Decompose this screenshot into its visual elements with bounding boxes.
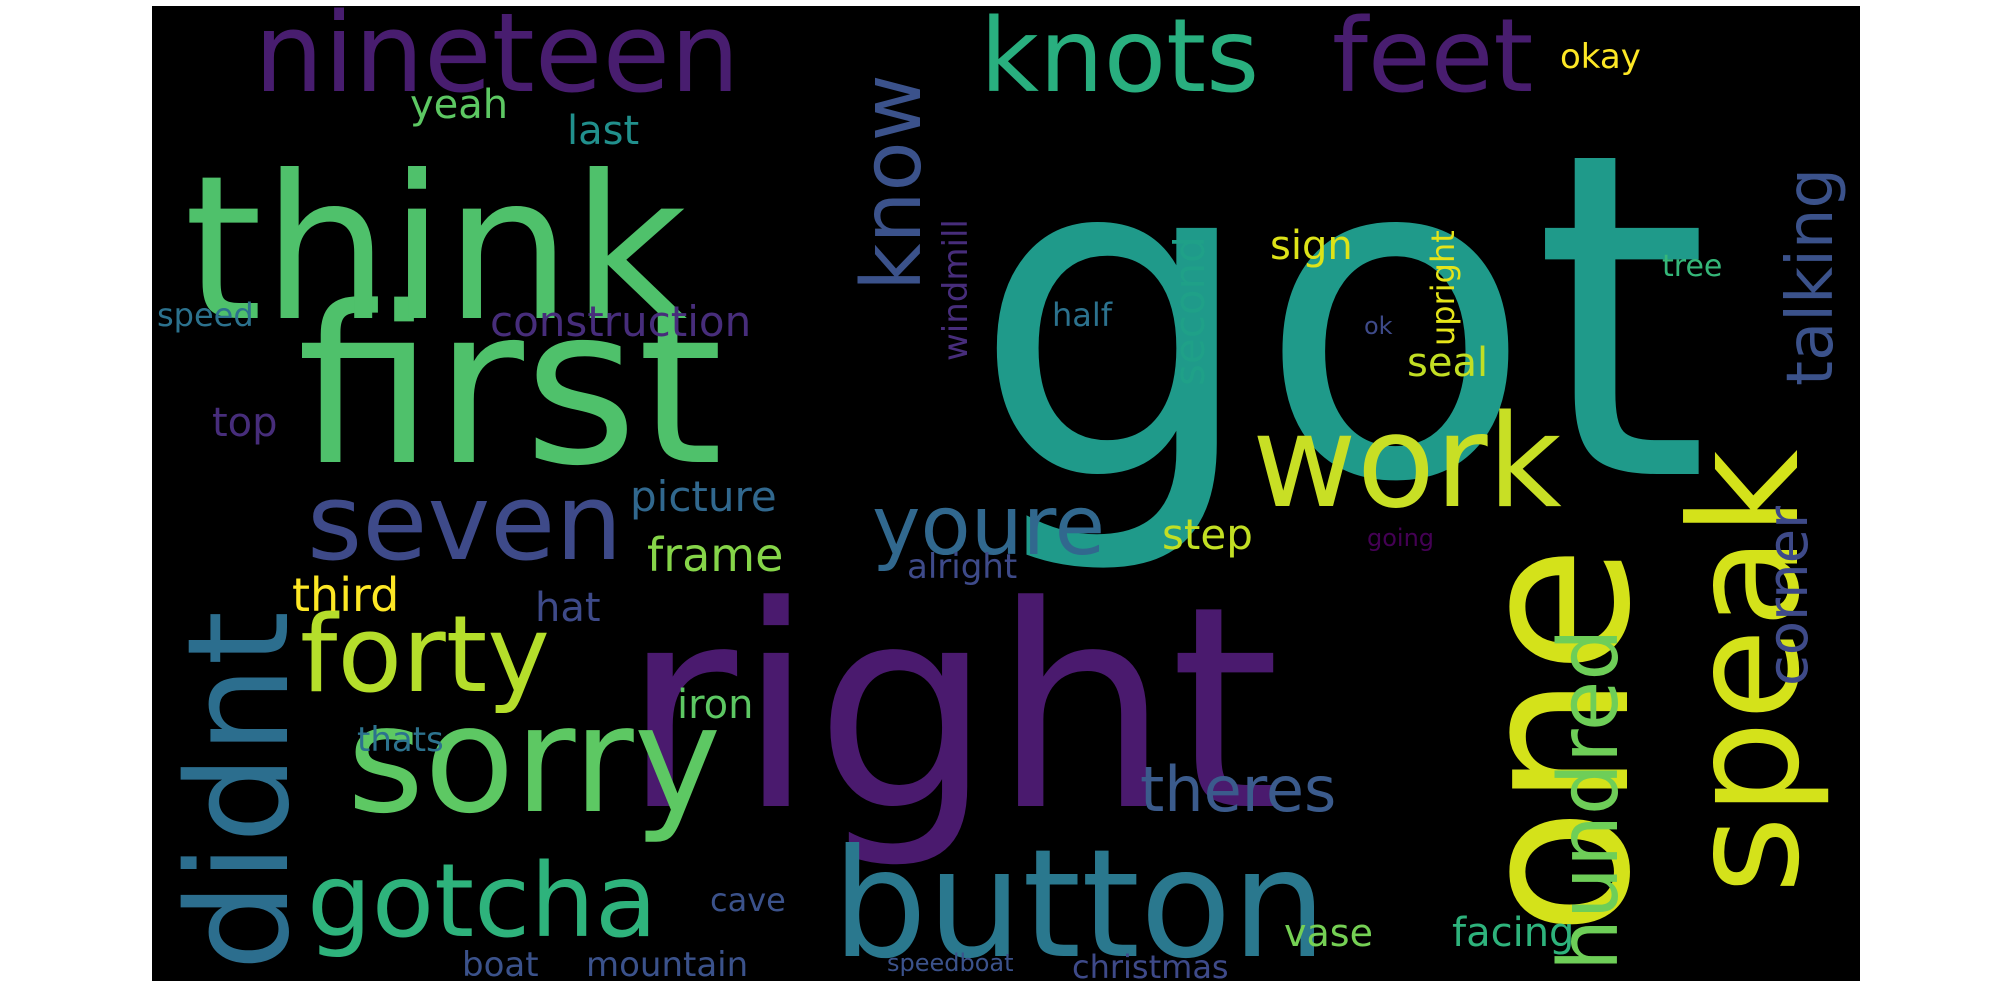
word-vase: vase	[1284, 911, 1373, 955]
word-yeah: yeah	[410, 82, 508, 128]
word-right: right	[622, 547, 1280, 873]
word-tree: tree	[1662, 249, 1722, 284]
word-windmill: windmill	[936, 219, 976, 361]
word-corner: corner	[1756, 505, 1821, 686]
word-facing: facing	[1452, 910, 1574, 956]
word-knots: knots	[980, 6, 1259, 116]
word-forty: forty	[300, 593, 550, 716]
word-theres: theres	[1140, 753, 1336, 826]
word-construction: construction	[490, 297, 751, 346]
word-thats: thats	[357, 720, 444, 760]
word-hat: hat	[535, 585, 601, 631]
word-going: going	[1367, 524, 1434, 552]
word-ok: ok	[1364, 312, 1393, 340]
word-cloud: got right first think one button sorry s…	[152, 6, 1860, 981]
word-sign: sign	[1270, 223, 1353, 269]
word-youre: youre	[872, 479, 1105, 574]
word-seal: seal	[1407, 340, 1488, 386]
word-cave: cave	[710, 881, 786, 919]
word-seven: seven	[307, 461, 623, 584]
word-christmas: christmas	[1072, 948, 1229, 981]
word-upright: upright	[1424, 230, 1462, 346]
word-think: think	[184, 133, 688, 366]
word-work: work	[1252, 388, 1562, 537]
word-picture: picture	[630, 472, 777, 521]
word-first: first	[297, 261, 723, 514]
word-second: second	[1165, 236, 1214, 386]
word-half: half	[1052, 296, 1113, 334]
word-frame: frame	[647, 528, 783, 582]
word-know: know	[845, 74, 940, 291]
word-speed: speed	[157, 296, 254, 334]
word-feet: feet	[1332, 6, 1533, 116]
word-last: last	[567, 108, 639, 154]
word-talking: talking	[1774, 168, 1848, 386]
word-speedboat: speedboat	[887, 949, 1014, 977]
word-third: third	[292, 568, 399, 622]
word-cloud-background	[152, 6, 1860, 981]
word-step: step	[1162, 510, 1253, 559]
word-one[interactable]: one	[1432, 545, 1677, 936]
word-okay: okay	[1560, 37, 1641, 77]
word-speak: speak	[1659, 449, 1833, 894]
word-boat: boat	[462, 945, 539, 981]
word-mountain: mountain	[586, 945, 748, 981]
word-got: got	[972, 57, 1709, 581]
word-sorry: sorry	[347, 674, 721, 846]
word-nineteen: nineteen	[254, 6, 740, 117]
word-gotcha: gotcha	[307, 842, 657, 961]
word-iron: iron	[677, 682, 754, 728]
word-top: top	[212, 400, 278, 446]
word-button: button	[832, 818, 1327, 981]
word-hundred: hundred	[1542, 629, 1637, 971]
word-didnt: didnt	[158, 611, 321, 971]
word-alright: alright	[907, 547, 1017, 587]
word-cloud-canvas: got right first think one button sorry s…	[152, 6, 1860, 981]
